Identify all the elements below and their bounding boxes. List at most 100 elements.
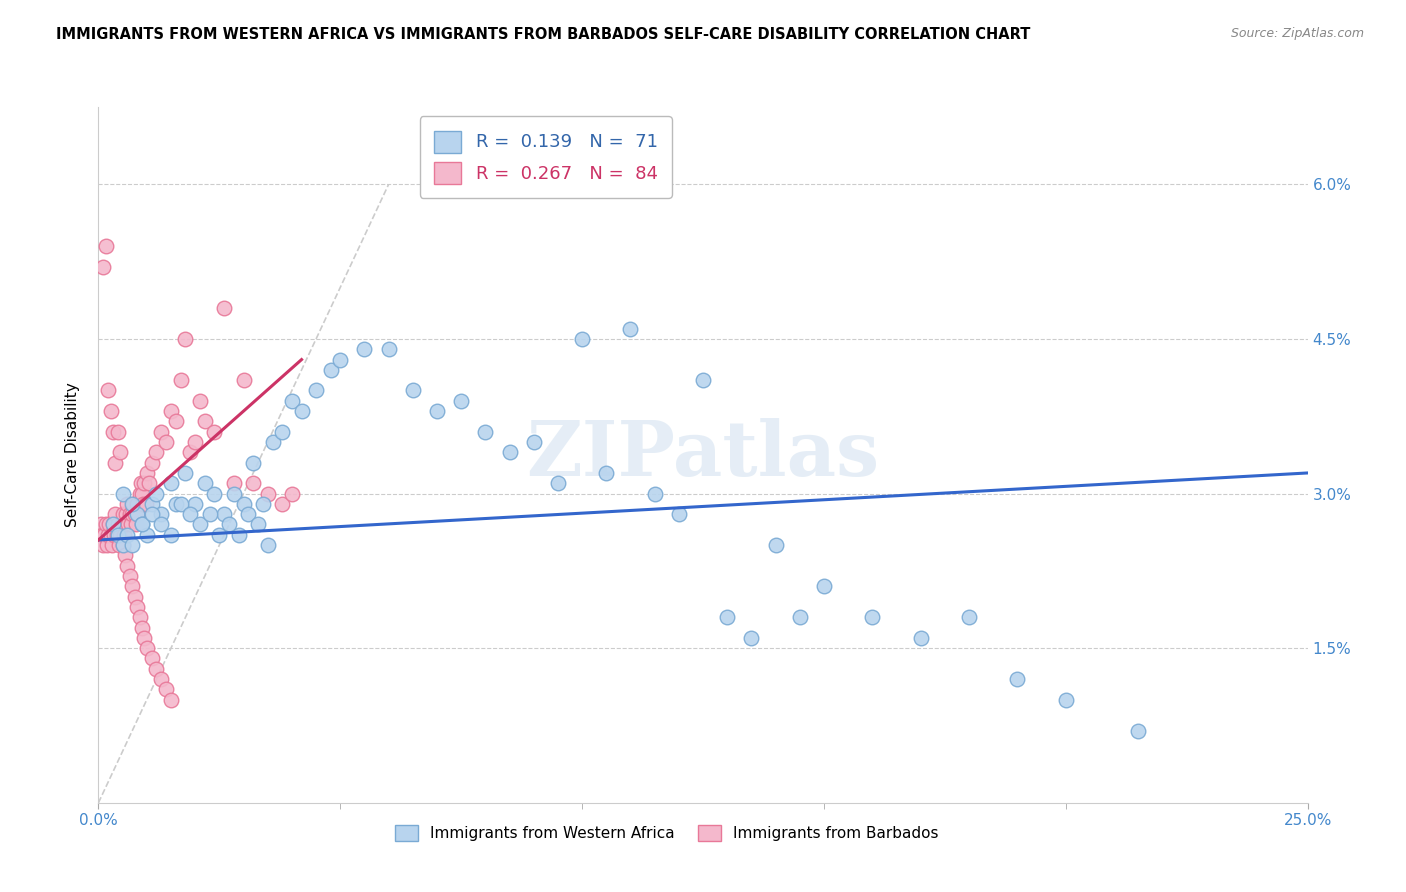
Point [141,456,163,470]
Point [188,393,211,408]
Point [474,425,496,439]
Point [145,662,167,676]
Point [150,672,173,686]
Point [523,435,546,450]
Point [121,497,143,511]
Point [160,476,183,491]
Point [121,507,143,521]
Point [426,404,449,418]
Point [160,528,183,542]
Point [97,528,120,542]
Point [93,528,115,542]
Point [135,528,157,542]
Point [789,610,811,624]
Point [132,497,155,511]
Point [111,517,134,532]
Point [96,538,118,552]
Point [135,497,157,511]
Point [208,528,231,542]
Point [145,486,167,500]
Point [692,373,714,387]
Point [353,343,375,357]
Point [150,517,173,532]
Point [138,476,160,491]
Point [122,497,145,511]
Point [305,384,328,398]
Point [194,476,217,491]
Point [101,517,124,532]
Point [141,651,163,665]
Point [124,590,146,604]
Point [101,517,124,532]
Point [128,486,150,500]
Point [179,507,201,521]
Point [131,517,153,532]
Legend: Immigrants from Western Africa, Immigrants from Barbados: Immigrants from Western Africa, Immigran… [389,819,945,847]
Point [198,507,221,521]
Point [117,528,139,542]
Text: Source: ZipAtlas.com: Source: ZipAtlas.com [1230,27,1364,40]
Point [118,507,141,521]
Point [108,528,131,542]
Point [160,404,183,418]
Point [228,528,250,542]
Point [131,621,153,635]
Point [107,528,129,542]
Point [179,445,201,459]
Point [104,507,127,521]
Point [222,476,245,491]
Point [498,445,520,459]
Point [165,414,187,428]
Point [262,435,284,450]
Point [100,404,122,418]
Point [204,486,226,500]
Point [232,497,254,511]
Point [135,466,157,480]
Point [740,631,762,645]
Point [128,610,150,624]
Point [94,239,117,253]
Point [117,558,139,573]
Point [319,363,342,377]
Point [94,517,117,532]
Point [194,414,217,428]
Point [121,538,143,552]
Point [238,507,260,521]
Point [114,517,136,532]
Point [281,393,304,408]
Point [103,528,125,542]
Point [174,466,197,480]
Point [256,486,278,500]
Point [765,538,787,552]
Point [222,486,245,500]
Point [644,486,666,500]
Point [101,538,124,552]
Point [131,517,153,532]
Point [91,538,114,552]
Point [188,517,211,532]
Point [247,517,270,532]
Point [115,507,138,521]
Point [218,517,240,532]
Point [120,517,142,532]
Point [112,528,135,542]
Point [1128,723,1150,738]
Point [134,631,156,645]
Point [716,610,738,624]
Point [91,260,114,274]
Point [107,538,129,552]
Point [169,497,191,511]
Point [141,497,163,511]
Point [252,497,274,511]
Point [547,476,569,491]
Point [242,456,264,470]
Point [169,373,191,387]
Point [111,538,134,552]
Point [150,507,173,521]
Point [111,538,134,552]
Point [160,692,183,706]
Point [105,528,128,542]
Point [281,486,304,500]
Point [402,384,425,398]
Point [232,373,254,387]
